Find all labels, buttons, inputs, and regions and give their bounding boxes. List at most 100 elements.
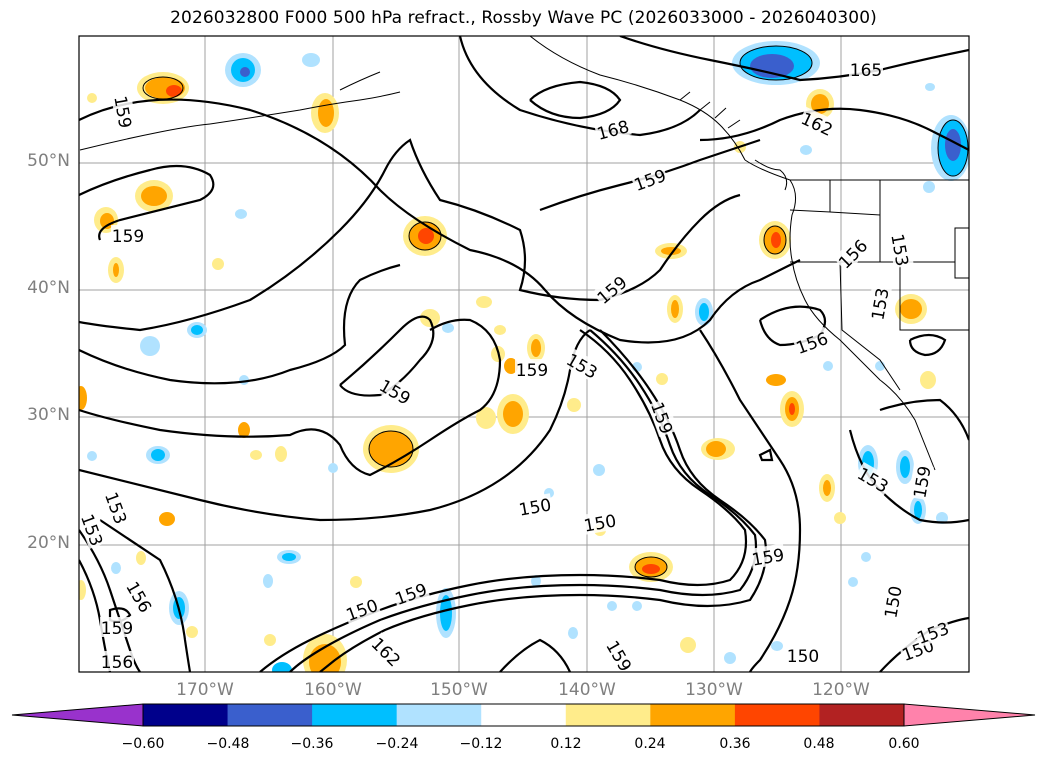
- colorbar-tick: −0.48: [206, 736, 250, 752]
- anomaly-blob: [350, 576, 362, 588]
- anomaly-blob: [680, 637, 696, 653]
- anomaly-blob: [277, 550, 301, 564]
- lat-label-40n: 40°N: [27, 278, 70, 298]
- colorbar-frame: [142, 703, 905, 727]
- anomaly-blob: [766, 374, 786, 386]
- colorbar-swatch: [819, 704, 905, 726]
- anomaly-blob: [607, 601, 617, 611]
- lon-label-130w: 130°W: [685, 680, 743, 700]
- colorbar-tick: −0.24: [375, 736, 419, 752]
- anomaly-blob: [135, 180, 173, 212]
- anomaly-blob: [79, 386, 87, 410]
- anomaly-blob: [87, 451, 97, 461]
- anomaly-blob: [834, 512, 846, 524]
- anomaly-blob: [724, 652, 736, 664]
- anomaly-blob: [494, 325, 506, 335]
- anomaly-blob: [771, 641, 783, 651]
- colorbar-swatch: [481, 704, 567, 726]
- anomaly-blob: [504, 358, 518, 374]
- colorbar-swatch: [143, 704, 229, 726]
- anomaly-blob: [186, 626, 198, 638]
- anomaly-blob: [695, 298, 713, 326]
- anomaly-blob: [925, 83, 935, 91]
- contour-label: 156: [101, 653, 133, 673]
- anomaly-blob: [250, 450, 262, 460]
- anomaly-blob: [303, 634, 347, 672]
- anomaly-blob: [568, 627, 578, 639]
- colorbar-tick: −0.36: [290, 736, 334, 752]
- anomaly-blob: [780, 391, 804, 427]
- lat-label-50n: 50°N: [27, 151, 70, 171]
- anomaly-blob: [476, 296, 492, 308]
- anomaly-blob: [848, 577, 858, 587]
- map-title: 2026032800 F000 500 hPa refract., Rossby…: [170, 8, 877, 28]
- anomaly-blob: [302, 53, 320, 67]
- anomaly-blob: [146, 446, 170, 464]
- anomaly-blob: [895, 294, 927, 324]
- colorbar-tick: 0.48: [803, 736, 835, 752]
- anomaly-blob: [263, 574, 273, 588]
- map-background: [79, 36, 969, 672]
- contour-label: 159: [516, 361, 548, 381]
- colorbar-extend-left: [11, 703, 144, 727]
- colorbar-extend-right: [903, 703, 1036, 727]
- map-frame: [78, 35, 970, 673]
- colorbar-tick: 0.36: [719, 736, 751, 752]
- anomaly-blob: [212, 258, 224, 270]
- anomaly-blob: [275, 446, 287, 462]
- anomaly-blob: [920, 371, 936, 389]
- anomaly-blob: [632, 601, 642, 611]
- anomaly-blob: [442, 323, 454, 333]
- anomaly-blob: [159, 512, 175, 526]
- anomaly-blob: [238, 422, 250, 438]
- colorbar-swatch: [734, 704, 820, 726]
- anomaly-blob: [497, 394, 529, 434]
- colorbar-swatch: [312, 704, 398, 726]
- anomaly-outlines: [142, 45, 969, 578]
- anomaly-blob: [861, 552, 871, 562]
- lon-label-140w: 140°W: [558, 680, 616, 700]
- lon-label-120w: 120°W: [812, 680, 870, 700]
- anomaly-blob: [667, 295, 683, 323]
- anomaly-blob: [896, 450, 914, 484]
- anomaly-blob: [111, 562, 121, 574]
- anomaly-blob: [656, 373, 668, 385]
- coastlines: [79, 36, 969, 471]
- lon-label-160w: 160°W: [304, 680, 362, 700]
- anomaly-blob: [567, 398, 581, 412]
- anomaly-blob: [655, 243, 687, 259]
- anomaly-blob: [732, 41, 820, 85]
- anomaly-blob: [936, 512, 948, 524]
- lon-label-170w: 170°W: [176, 680, 234, 700]
- colorbar-tick: 0.24: [634, 736, 666, 752]
- lat-label-20n: 20°N: [27, 533, 70, 553]
- colorbar-swatch: [650, 704, 736, 726]
- colorbar-tick: −0.12: [459, 736, 503, 752]
- colorbar-swatch: [396, 704, 482, 726]
- colorbar: [11, 703, 1036, 727]
- anomaly-blob: [931, 115, 969, 181]
- anomaly-blob: [79, 580, 86, 600]
- colorbar-tick: 0.12: [550, 736, 582, 752]
- anomaly-blob: [819, 474, 835, 502]
- contour-label: 150: [787, 647, 819, 667]
- anomaly-blob: [235, 209, 247, 219]
- anomaly-blob: [264, 634, 276, 646]
- colorbar-tick: −0.60: [121, 736, 165, 752]
- anomaly-blob: [87, 93, 97, 103]
- anomaly-blob: [527, 334, 545, 362]
- anomaly-blob: [187, 322, 207, 338]
- anomaly-blob: [420, 309, 440, 327]
- colorbar-tick: 0.60: [888, 736, 920, 752]
- anomaly-blob: [593, 464, 605, 476]
- colorbar-swatch: [227, 704, 313, 726]
- anomaly-blob: [311, 93, 339, 133]
- anomaly-blob: [328, 463, 338, 473]
- anomaly-blob: [923, 181, 935, 193]
- anomaly-blob: [363, 425, 419, 473]
- lon-label-150w: 150°W: [430, 680, 488, 700]
- anomaly-blob: [800, 145, 812, 155]
- anomaly-blob: [531, 575, 541, 587]
- anomaly-blob: [823, 361, 833, 371]
